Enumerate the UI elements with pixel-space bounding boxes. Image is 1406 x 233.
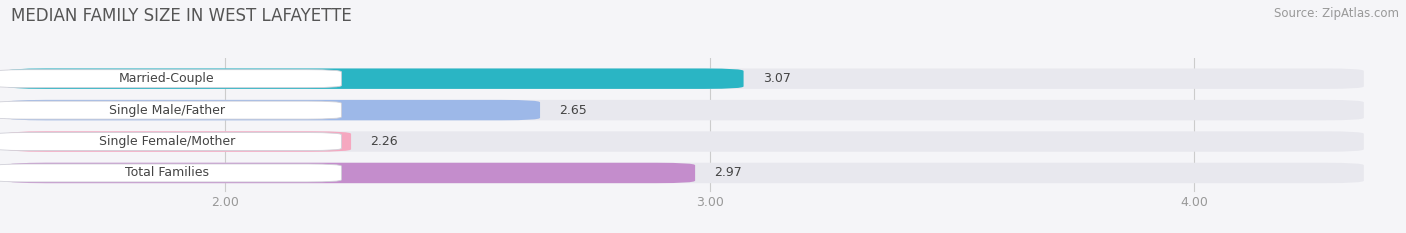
FancyBboxPatch shape (0, 101, 342, 119)
FancyBboxPatch shape (7, 131, 1364, 152)
Text: 2.65: 2.65 (560, 104, 588, 116)
FancyBboxPatch shape (7, 131, 351, 152)
Text: 2.26: 2.26 (370, 135, 398, 148)
FancyBboxPatch shape (7, 100, 540, 120)
FancyBboxPatch shape (0, 164, 342, 182)
FancyBboxPatch shape (7, 163, 695, 183)
FancyBboxPatch shape (7, 69, 1364, 89)
Text: 3.07: 3.07 (763, 72, 790, 85)
Text: MEDIAN FAMILY SIZE IN WEST LAFAYETTE: MEDIAN FAMILY SIZE IN WEST LAFAYETTE (11, 7, 352, 25)
Text: Source: ZipAtlas.com: Source: ZipAtlas.com (1274, 7, 1399, 20)
Text: Single Male/Father: Single Male/Father (108, 104, 225, 116)
FancyBboxPatch shape (7, 100, 1364, 120)
Text: Single Female/Mother: Single Female/Mother (98, 135, 235, 148)
Text: Total Families: Total Families (125, 166, 209, 179)
FancyBboxPatch shape (0, 70, 342, 88)
Text: Married-Couple: Married-Couple (120, 72, 215, 85)
FancyBboxPatch shape (0, 133, 342, 151)
Text: 2.97: 2.97 (714, 166, 742, 179)
FancyBboxPatch shape (7, 163, 1364, 183)
FancyBboxPatch shape (7, 69, 744, 89)
